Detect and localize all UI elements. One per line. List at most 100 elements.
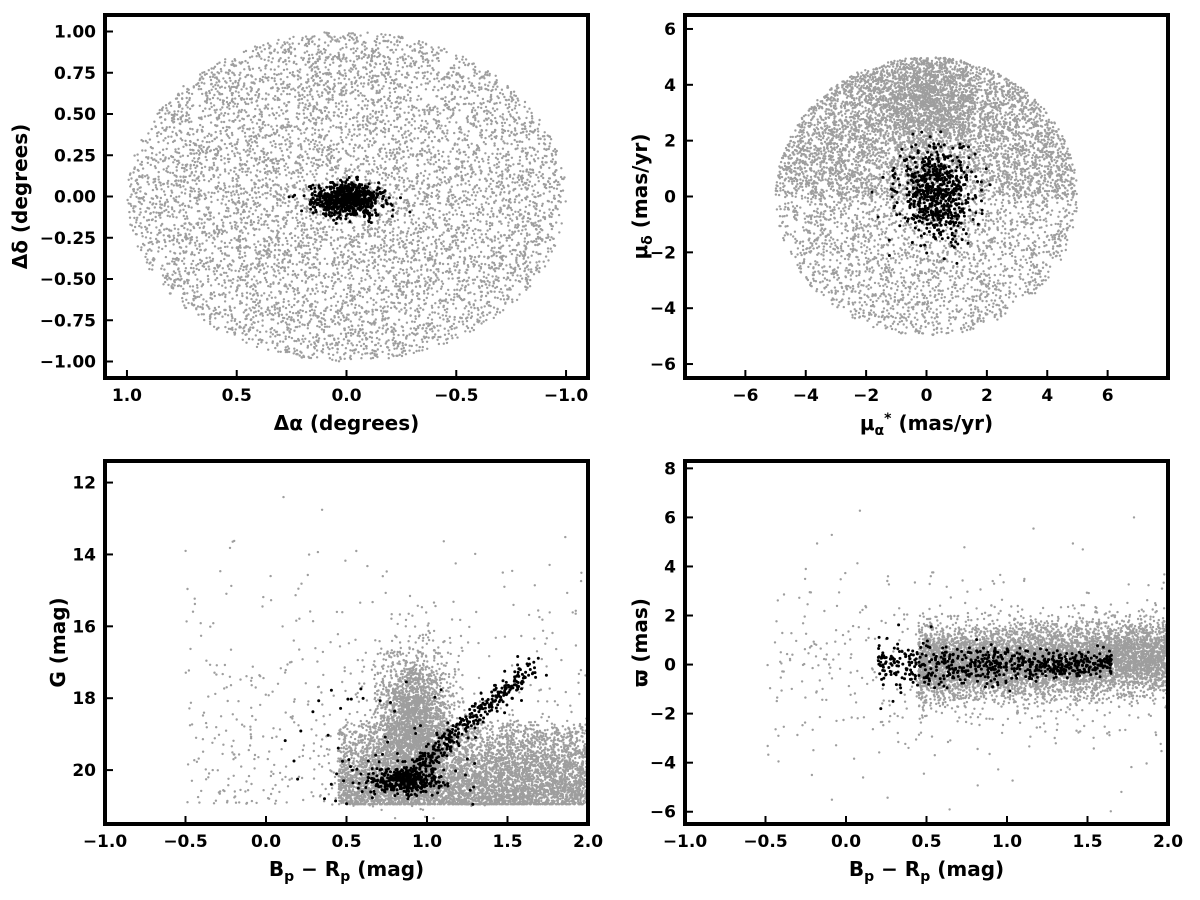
- field-star-point: [172, 184, 175, 187]
- field-star-point: [480, 294, 483, 297]
- field-star-point: [226, 106, 229, 109]
- field-star-point: [461, 55, 465, 58]
- field-star-point: [427, 275, 430, 279]
- field-star-point: [404, 162, 407, 165]
- field-star-point: [203, 136, 206, 139]
- field-star-point: [504, 284, 507, 287]
- field-star-point: [323, 319, 327, 322]
- field-star-point: [409, 153, 412, 156]
- field-star-point: [466, 191, 470, 194]
- field-star-point: [268, 178, 271, 181]
- field-star-point: [267, 123, 270, 127]
- field-star-point: [220, 85, 223, 88]
- field-star-point: [376, 269, 379, 272]
- field-star-point: [268, 114, 271, 117]
- field-star-point: [499, 251, 502, 255]
- field-star-point: [192, 299, 195, 302]
- field-star-point: [250, 156, 253, 160]
- field-star-point: [383, 135, 387, 138]
- field-star-point: [160, 267, 163, 270]
- field-star-point: [295, 349, 299, 352]
- field-star-point: [547, 147, 550, 151]
- field-star-point: [506, 271, 509, 275]
- field-star-point: [496, 108, 499, 111]
- field-star-point: [466, 134, 469, 137]
- field-star-point: [180, 191, 183, 194]
- field-star-point: [516, 181, 519, 184]
- field-star-point: [290, 177, 293, 180]
- field-star-point: [509, 115, 513, 118]
- field-star-point: [261, 193, 264, 196]
- field-star-point: [535, 240, 538, 243]
- field-star-point: [507, 158, 510, 162]
- field-star-point: [319, 240, 322, 244]
- field-star-point: [478, 207, 481, 211]
- field-star-point: [382, 60, 386, 63]
- field-star-point: [237, 275, 240, 279]
- field-star-point: [312, 148, 315, 151]
- field-star-point: [293, 288, 296, 291]
- field-star-point: [518, 201, 521, 204]
- field-star-point: [417, 239, 421, 243]
- field-star-point: [190, 262, 193, 266]
- field-star-point: [216, 235, 219, 238]
- field-star-point: [484, 201, 488, 204]
- field-star-point: [366, 31, 369, 34]
- field-star-point: [408, 204, 411, 207]
- field-star-point: [212, 216, 215, 219]
- field-star-point: [156, 233, 159, 236]
- field-star-point: [305, 216, 308, 219]
- field-star-point: [456, 238, 459, 242]
- field-star-point: [252, 199, 255, 203]
- field-star-point: [288, 71, 292, 75]
- field-star-point: [489, 93, 493, 97]
- field-star-point: [197, 190, 200, 193]
- field-star-point: [518, 159, 522, 162]
- field-star-point: [332, 124, 335, 128]
- field-star-point: [380, 105, 383, 108]
- field-star-point: [246, 149, 249, 152]
- field-star-point: [377, 110, 381, 114]
- field-star-point: [171, 213, 174, 216]
- field-star-point: [375, 301, 378, 304]
- field-star-point: [436, 338, 439, 341]
- field-star-point: [479, 250, 483, 254]
- field-star-point: [436, 56, 440, 60]
- field-star-point: [270, 291, 273, 294]
- field-star-point: [281, 261, 284, 264]
- field-star-point: [350, 82, 353, 86]
- field-star-point: [209, 214, 212, 218]
- field-star-point: [330, 304, 333, 308]
- field-star-point: [419, 268, 423, 271]
- field-star-point: [463, 194, 466, 197]
- field-star-point: [554, 204, 557, 208]
- field-star-point: [279, 227, 282, 230]
- field-star-point: [542, 192, 545, 195]
- field-star-point: [443, 47, 446, 51]
- field-star-point: [485, 129, 488, 132]
- field-star-point: [470, 103, 473, 106]
- field-star-point: [515, 261, 518, 264]
- field-star-point: [396, 64, 400, 67]
- field-star-point: [375, 89, 378, 93]
- field-star-point: [508, 124, 511, 127]
- field-star-point: [484, 105, 488, 109]
- field-star-point: [393, 285, 397, 288]
- field-star-point: [372, 156, 375, 159]
- field-star-point: [210, 312, 213, 316]
- field-star-point: [390, 325, 393, 329]
- field-star-point: [476, 246, 479, 249]
- field-star-point: [183, 280, 186, 284]
- field-star-point: [195, 236, 198, 239]
- field-star-point: [310, 224, 313, 227]
- field-star-point: [311, 56, 315, 60]
- field-star-point: [394, 101, 397, 104]
- field-star-point: [300, 38, 304, 42]
- field-star-point: [292, 352, 295, 355]
- field-star-point: [487, 202, 490, 206]
- field-star-point: [320, 164, 324, 167]
- field-star-point: [243, 83, 246, 87]
- field-star-point: [405, 99, 408, 102]
- field-star-point: [405, 309, 408, 312]
- field-star-point: [383, 242, 386, 245]
